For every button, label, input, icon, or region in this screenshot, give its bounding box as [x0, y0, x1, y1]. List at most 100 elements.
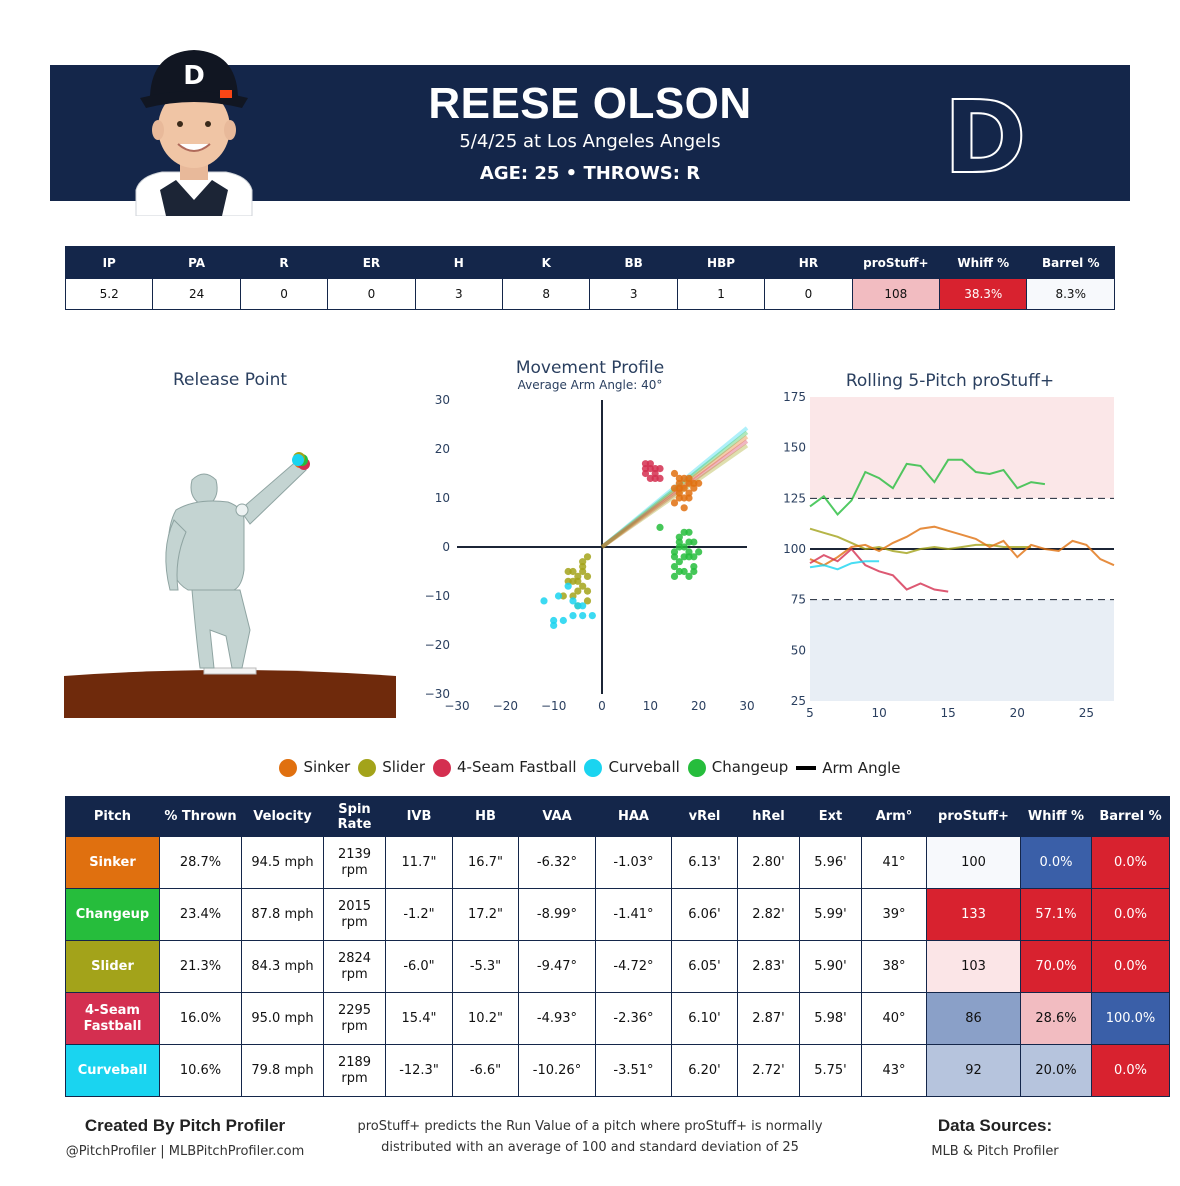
pitch-col-vrel: vRel	[671, 796, 738, 837]
legend-swatch-arm-angle	[796, 766, 817, 770]
player-headshot: D	[135, 50, 253, 216]
pitch-col-ext: Ext	[799, 796, 862, 837]
rolling-x-tick: 10	[871, 706, 886, 718]
legend-label-changeup: Changeup	[711, 758, 789, 777]
pitch-cell-spin-rate: 2189 rpm	[323, 1044, 386, 1097]
legend-label-arm-angle: Arm Angle	[822, 758, 901, 777]
movement-point-curveball	[554, 592, 563, 600]
pitch-cell-whiff: 20.0%	[1020, 1044, 1092, 1097]
rolling-reference-lines	[810, 497, 1114, 601]
movement-y-tick: 30	[435, 393, 450, 407]
pitch-cell-pitch: Curveball	[65, 1044, 160, 1097]
note-line-1: proStuff+ predicts the Run Value of a pi…	[357, 1119, 823, 1134]
release-point-chart	[64, 452, 396, 718]
movement-point-curveball	[579, 612, 587, 620]
movement-point-changeup	[685, 548, 693, 556]
team-logo: D	[945, 80, 1025, 186]
pitch-cell-vaa: -10.26°	[518, 1044, 596, 1097]
summary-value-bb: 3	[589, 278, 678, 310]
summary-value-hbp: 1	[676, 278, 766, 310]
pitch-cell-velocity: 87.8 mph	[241, 888, 324, 941]
pitch-cell-spin-rate: 2139 rpm	[323, 836, 386, 889]
summary-col-ip: IP	[64, 246, 154, 279]
pitch-cell-ivb: 15.4"	[385, 992, 453, 1045]
pitch-row-sinker: Sinker 28.7% 94.5 mph 2139 rpm 11.7" 16.7" -6.…	[65, 836, 1170, 889]
pitch-cell-barrel: 0.0%	[1091, 888, 1170, 941]
movement-point-curveball	[559, 616, 567, 625]
movement-point-slider	[583, 597, 592, 605]
pitch-cell-prostuff: 133	[926, 888, 1021, 941]
summary-value-r: 0	[239, 278, 329, 310]
pitch-cell-hb: -6.6"	[452, 1044, 519, 1097]
movement-point-slider	[579, 558, 587, 566]
movement-point-changeup	[675, 538, 683, 546]
legend-item-arm-angle: Arm Angle	[796, 758, 901, 777]
pitch-cell-vaa: -6.32°	[518, 836, 596, 889]
rolling-x-tick: 15	[941, 706, 956, 718]
movement-point-sinker	[695, 479, 703, 487]
pitch-cell-thrown: 28.7%	[159, 836, 242, 889]
summary-col-prostuff: proStuff+	[851, 246, 941, 279]
movement-point-slider	[569, 567, 577, 576]
pitch-cell-vaa: -4.93°	[518, 992, 596, 1045]
pitch-cell-hb: 10.2"	[452, 992, 519, 1045]
pitch-cell-spin-rate: 2295 rpm	[323, 992, 386, 1045]
pitch-cell-arm: 38°	[861, 940, 927, 993]
release-point-title: Release Point	[172, 370, 288, 390]
movement-axes	[457, 400, 747, 694]
rolling-x-tick: 5	[806, 706, 814, 718]
movement-point-slider	[574, 577, 582, 585]
pitch-cell-hrel: 2.82'	[737, 888, 800, 941]
legend-label-4-seam-fastball: 4-Seam Fastball	[457, 758, 577, 777]
pitch-cell-pitch: Slider	[65, 940, 160, 993]
pitch-cell-ivb: -6.0"	[385, 940, 453, 993]
legend-label-curveball: Curveball	[608, 758, 680, 777]
summary-value-h: 3	[414, 278, 504, 310]
rolling-y-tick: 125	[783, 491, 806, 505]
summary-value-k: 8	[502, 278, 591, 310]
legend-swatch-4-seam-fastball	[433, 758, 452, 777]
pitch-cell-velocity: 79.8 mph	[241, 1044, 324, 1097]
rolling-prostuff-title: Rolling 5-Pitch proStuff+	[845, 371, 1055, 391]
movement-point-sinker	[680, 504, 688, 512]
movement-point-sinker	[670, 484, 679, 492]
pitch-col-spin-rate: Spin Rate	[323, 796, 386, 837]
pitch-cell-hb: 16.7"	[452, 836, 519, 889]
movement-point-changeup	[680, 528, 688, 536]
pitch-cell-spin-rate: 2824 rpm	[323, 940, 386, 993]
rolling-y-tick: 150	[783, 441, 806, 455]
pitch-cell-ivb: 11.7"	[385, 836, 453, 889]
credit-handle: @PitchProfiler | MLBPitchProfiler.com	[65, 1144, 305, 1159]
summary-col-h: H	[414, 246, 504, 279]
summary-value-prostuff: 108	[851, 278, 941, 310]
rolling-y-tick: 25	[791, 694, 806, 708]
rolling-series-lines	[809, 458, 1115, 593]
summary-col-hr: HR	[764, 246, 853, 279]
pitch-cell-whiff: 70.0%	[1020, 940, 1092, 993]
movement-point-slider	[579, 567, 587, 576]
pitch-cell-thrown: 10.6%	[159, 1044, 242, 1097]
credit-title: Created By Pitch Profiler	[84, 1116, 286, 1135]
rolling-axis-ticks: 5 10 15 20 25 175 150 125 100 75 50 25	[783, 390, 1094, 718]
pitch-cell-haa: -1.03°	[595, 836, 672, 889]
pitch-col-pitch: Pitch	[65, 796, 160, 837]
pitch-cell-barrel: 100.0%	[1091, 992, 1170, 1045]
movement-y-tick: −10	[425, 589, 450, 603]
movement-point-changeup	[670, 563, 679, 571]
pitch-col-prostuff: proStuff+	[926, 796, 1021, 837]
pitch-metrics-table: Pitch% Thrown Velocity Spin Rate IVB HB VAA HA…	[65, 796, 1170, 1097]
pitch-cell-haa: -2.36°	[595, 992, 672, 1045]
movement-point-4-seam-fastball	[651, 474, 659, 482]
movement-profile-subtitle: Average Arm Angle: 40°	[517, 378, 663, 392]
team-logo-letter: D	[945, 80, 1025, 186]
pitch-cell-vrel: 6.10'	[671, 992, 738, 1045]
summary-col-r: R	[239, 246, 329, 279]
summary-value-pa: 24	[152, 278, 241, 310]
movement-point-sinker	[675, 474, 683, 482]
rolling-y-tick: 50	[791, 643, 806, 657]
pitcher-silhouette	[165, 457, 307, 669]
movement-y-tick: 10	[435, 491, 450, 505]
pitch-col-arm: Arm°	[861, 796, 927, 837]
pitch-cell-hrel: 2.80'	[737, 836, 800, 889]
pitch-cell-hrel: 2.83'	[737, 940, 800, 993]
